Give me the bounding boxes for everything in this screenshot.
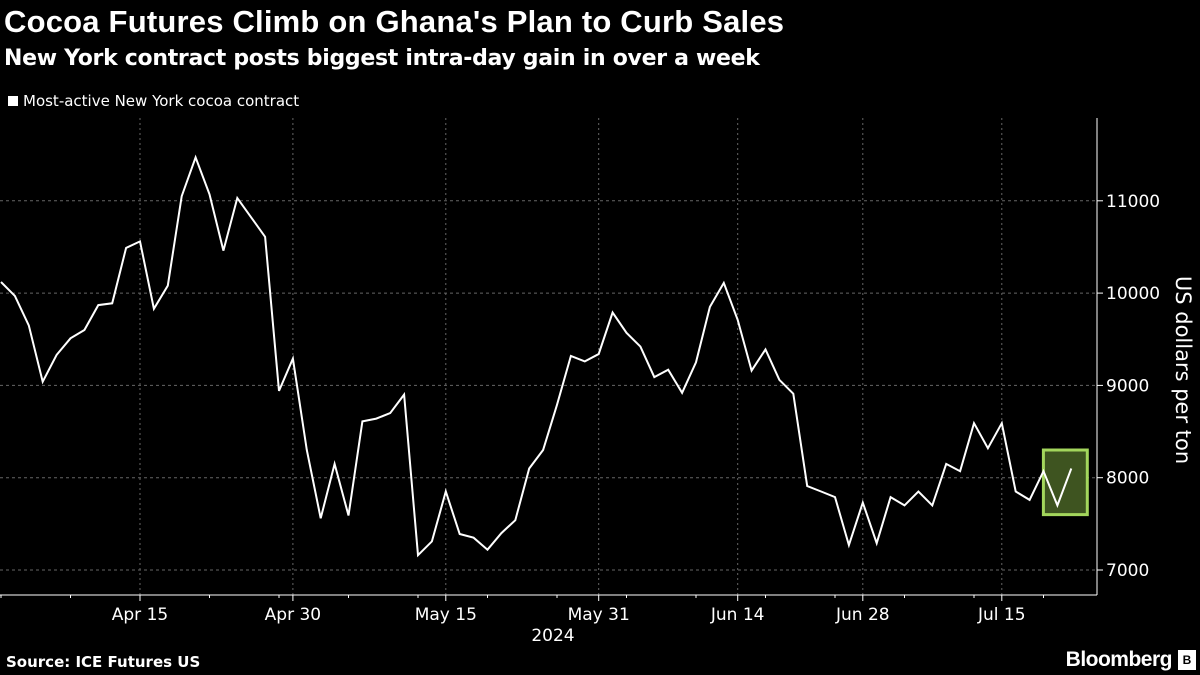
source-note: Source: ICE Futures US [6, 653, 201, 671]
y-tick-label: 8000 [1106, 469, 1149, 489]
y-tick-label: 10000 [1106, 284, 1160, 304]
legend-label: Most-active New York cocoa contract [23, 92, 300, 110]
y-tick-label: 11000 [1106, 192, 1160, 212]
bloomberg-terminal-icon: B [1178, 650, 1196, 670]
x-tick-label: May 15 [415, 605, 477, 625]
x-tick-label: Jun 14 [710, 605, 765, 625]
x-tick-label: Apr 30 [265, 605, 321, 625]
y-tick-label: 9000 [1106, 376, 1149, 396]
y-tick-label: 7000 [1106, 561, 1149, 581]
x-tick-label: Apr 15 [112, 605, 168, 625]
chart-subtitle: New York contract posts biggest intra-da… [4, 46, 760, 71]
x-tick-label: Jun 28 [835, 605, 890, 625]
x-tick-label: Jul 15 [977, 605, 1026, 625]
x-axis-year-label: 2024 [531, 626, 574, 646]
series-line [0, 154, 1073, 558]
y-axis-label: US dollars per ton [1171, 276, 1195, 464]
x-tick-label: May 31 [568, 605, 630, 625]
bloomberg-logo: Bloomberg [1065, 648, 1173, 671]
legend: Most-active New York cocoa contract [8, 92, 299, 110]
legend-swatch [8, 96, 18, 106]
chart-title: Cocoa Futures Climb on Ghana's Plan to C… [4, 4, 785, 39]
